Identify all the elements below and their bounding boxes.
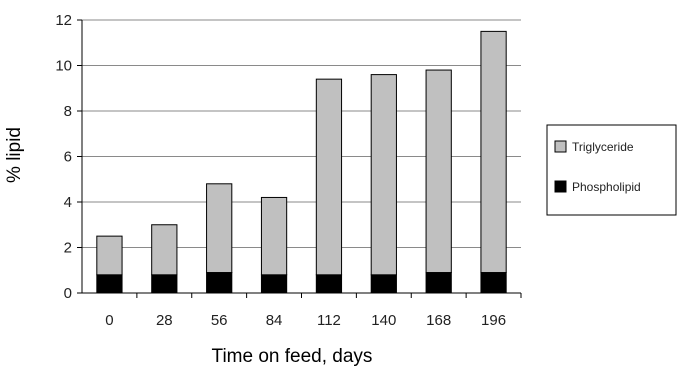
x-tick-label-28: 28 [156,312,173,329]
bar-phospholipid-112 [315,274,343,294]
bar-triglyceride-84 [260,196,288,276]
x-tick-label-84: 84 [266,312,283,329]
x-tick-label-56: 56 [211,312,228,329]
gridlines [82,19,521,248]
x-tick-label-112: 112 [317,312,341,329]
x-tick-labels: 0 28 56 84 112 140 168 196 [105,312,506,329]
bar-triglyceride-56 [206,183,233,274]
y-tick-labels: 0 2 4 6 8 10 12 [55,12,72,302]
x-tick-label-0: 0 [105,312,113,329]
y-axis-title: % lipid [4,127,25,183]
bar-phospholipid-0 [96,274,123,294]
bar-phospholipid-196 [480,272,507,294]
legend-label-triglyceride: Triglyceride [572,140,634,154]
bar-triglyceride-28 [151,224,178,276]
axes [77,19,522,298]
bar-triglyceride-168 [425,69,452,274]
y-tick-label-4: 4 [64,194,72,211]
bar-triglyceride-140 [370,74,397,276]
bars [96,30,507,294]
bar-phospholipid-168 [425,272,452,294]
bar-phospholipid-140 [370,274,397,294]
y-tick-label-12: 12 [55,12,72,29]
legend-swatch-triglyceride [554,140,567,153]
bar-triglyceride-196 [480,30,507,274]
y-tick-label-2: 2 [64,240,72,257]
y-tick-label-8: 8 [64,103,72,120]
legend-label-phospholipid: Phospholipid [572,180,641,194]
legend-box [546,124,677,216]
x-tick-label-168: 168 [426,312,451,329]
bar-triglyceride-112 [315,78,343,276]
legend-swatch-phospholipid [554,180,567,193]
legend: Triglyceride Phospholipid [546,124,677,216]
bar-phospholipid-84 [260,274,288,294]
y-tick-label-10: 10 [55,58,72,75]
y-tick-label-0: 0 [64,285,72,302]
bar-phospholipid-56 [206,272,233,294]
x-tick-label-140: 140 [371,312,396,329]
x-axis-title: Time on feed, days [212,346,373,367]
bar-triglyceride-0 [96,235,123,276]
y-tick-label-6: 6 [64,149,72,166]
bar-phospholipid-28 [151,274,178,294]
x-tick-label-196: 196 [481,312,506,329]
